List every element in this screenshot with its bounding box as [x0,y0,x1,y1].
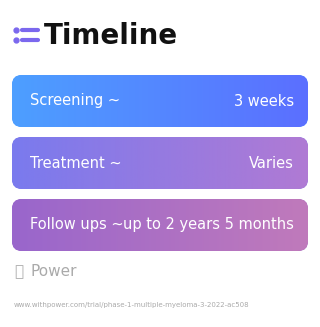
Text: Varies: Varies [249,156,294,170]
Text: up to 2 years 5 months: up to 2 years 5 months [123,217,294,232]
Text: Screening ~: Screening ~ [30,94,120,109]
Text: www.withpower.com/trial/phase-1-multiple-myeloma-3-2022-ac508: www.withpower.com/trial/phase-1-multiple… [14,302,250,308]
Text: Follow ups ~: Follow ups ~ [30,217,124,232]
Text: Treatment ~: Treatment ~ [30,156,122,170]
FancyBboxPatch shape [12,75,308,127]
Text: ␧: ␧ [14,265,23,280]
FancyBboxPatch shape [12,137,308,189]
Text: Timeline: Timeline [44,22,178,50]
FancyBboxPatch shape [12,199,308,251]
Text: Power: Power [30,265,76,280]
Text: 3 weeks: 3 weeks [234,94,294,109]
